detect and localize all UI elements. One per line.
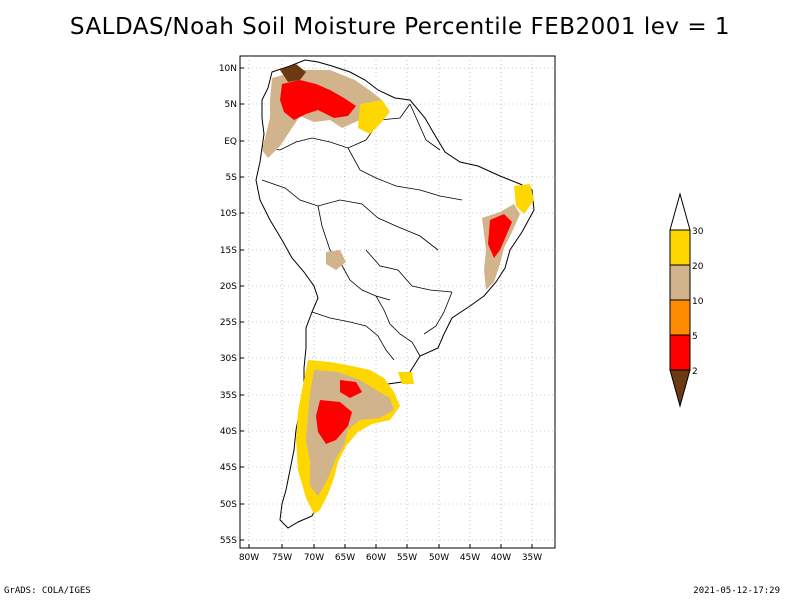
legend-label: 20 <box>692 262 704 272</box>
legend-arrow-bottom <box>669 369 691 408</box>
lon-label: 40W <box>491 553 511 563</box>
lat-label: 10N <box>219 64 237 74</box>
legend-swatch-20-30 <box>669 229 691 266</box>
lon-label: 70W <box>304 553 324 563</box>
lat-label: EQ <box>224 137 237 147</box>
legend-label: 2 <box>692 367 698 377</box>
lon-label: 50W <box>429 553 449 563</box>
lat-label: 35S <box>220 391 237 401</box>
region-tan <box>326 250 346 270</box>
percentile-regions <box>262 64 534 514</box>
region-yellow <box>358 100 390 134</box>
lon-label: 60W <box>366 553 386 563</box>
region-yellow <box>398 372 414 384</box>
lon-label: 35W <box>522 553 542 563</box>
lat-label: 45S <box>220 463 237 473</box>
lat-label: 30S <box>220 354 237 364</box>
lat-label: 5N <box>225 100 237 110</box>
region-red <box>316 400 352 444</box>
lat-label: 10S <box>220 209 237 219</box>
legend-swatch-2-5 <box>669 334 691 371</box>
legend-label: 5 <box>692 332 698 342</box>
longitude-labels: 80W 75W 70W 65W 60W 55W 50W 45W 40W 35W <box>239 553 542 563</box>
legend-label: 10 <box>692 297 704 307</box>
lat-label: 20S <box>220 282 237 292</box>
color-legend: 30 20 10 5 2 <box>669 192 704 408</box>
lat-label: 5S <box>226 173 238 183</box>
region-red <box>488 214 512 258</box>
legend-arrow-top <box>669 192 691 231</box>
lat-label: 40S <box>220 427 237 437</box>
footer-credit: GrADS: COLA/IGES <box>4 586 91 596</box>
region-red <box>280 80 356 120</box>
lon-label: 65W <box>335 553 355 563</box>
map-title: SALDAS/Noah Soil Moisture Percentile FEB… <box>69 14 731 40</box>
lat-label: 15S <box>220 246 237 256</box>
legend-label: 30 <box>692 227 704 237</box>
lon-label: 75W <box>272 553 292 563</box>
country-borders <box>261 103 463 361</box>
lon-label: 45W <box>460 553 480 563</box>
region-red <box>340 380 362 398</box>
map-frame <box>239 55 556 549</box>
lat-label: 25S <box>220 318 237 328</box>
footer-timestamp: 2021-05-12-17:29 <box>693 586 780 596</box>
legend-swatch-5-10 <box>669 299 691 336</box>
lat-label: 55S <box>220 536 237 546</box>
lon-label: 55W <box>397 553 417 563</box>
tick-marks <box>240 67 533 548</box>
lon-label: 80W <box>239 553 259 563</box>
region-brown <box>280 64 306 82</box>
legend-swatch-10-20 <box>669 264 691 301</box>
lat-label: 50S <box>220 500 237 510</box>
latitude-labels: 10N 5N EQ 5S 10S 15S 20S 25S 30S 35S 40S… <box>219 64 237 546</box>
region-yellow <box>514 184 534 214</box>
